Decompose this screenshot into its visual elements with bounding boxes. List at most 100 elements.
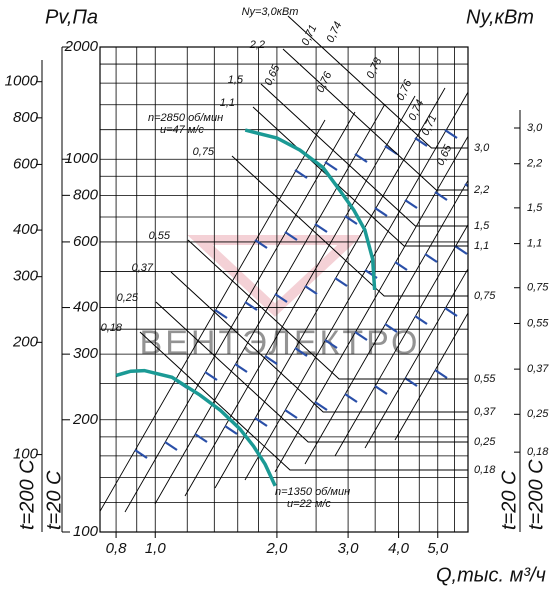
efficiency-label: 0,71 bbox=[299, 23, 319, 47]
y-tick-label: 200 bbox=[72, 411, 99, 428]
power-right-label: 0,37 bbox=[474, 406, 496, 418]
efficiency-label: 0,74 bbox=[324, 20, 344, 44]
efficiency-dash bbox=[374, 385, 388, 395]
y2-tick-label: 3,0 bbox=[527, 122, 543, 134]
power-left-label: 0,18 bbox=[101, 322, 123, 334]
efficiency-dash bbox=[495, 176, 507, 184]
efficiency-dash bbox=[304, 285, 318, 295]
series-label: n=2850 об/мин bbox=[148, 112, 223, 124]
efficiency-dash bbox=[354, 153, 368, 163]
series-speed-label: u=22 м/с bbox=[287, 498, 331, 510]
y2-tick-label: 0,75 bbox=[527, 282, 549, 294]
aux-tick-label: 200 bbox=[12, 333, 39, 350]
aux-tick-label: 1000 bbox=[5, 73, 39, 90]
y-axis-title: Pv,Па bbox=[45, 6, 98, 28]
efficiency-label: 0,71 bbox=[419, 113, 439, 137]
series-label: n=1350 об/мин bbox=[275, 486, 350, 498]
power-line bbox=[260, 83, 468, 227]
efficiency-dash bbox=[284, 409, 298, 419]
efficiency-dash bbox=[294, 169, 308, 179]
power-right-label: 0,75 bbox=[474, 290, 496, 302]
efficiency-dash bbox=[254, 239, 268, 249]
power-left-label: 0,55 bbox=[149, 230, 171, 242]
y-tick-label: 800 bbox=[73, 186, 99, 203]
y-tick-label: 1000 bbox=[65, 150, 99, 167]
aux-tick-label: 300 bbox=[13, 268, 39, 285]
efficiency-dash bbox=[324, 161, 338, 171]
fan-curve bbox=[115, 368, 277, 487]
speed-line bbox=[274, 135, 468, 473]
power-right-label: 3,0 bbox=[474, 142, 490, 154]
watermark: ВЕНТЭЛЕКТРО bbox=[140, 324, 421, 362]
y-tick-label: 100 bbox=[73, 523, 99, 540]
efficiency-dash bbox=[274, 293, 288, 303]
aux-tick-label: 400 bbox=[13, 221, 39, 238]
y2-tick-label: 0,18 bbox=[527, 446, 549, 458]
efficiency-dash bbox=[444, 129, 458, 139]
y-tick-label: 400 bbox=[73, 299, 99, 316]
power-left-label: 0,37 bbox=[132, 262, 154, 274]
efficiency-dash bbox=[434, 369, 448, 379]
efficiency-dash bbox=[314, 401, 328, 411]
power-left-label: 2,2 bbox=[249, 39, 265, 51]
speed-line bbox=[364, 267, 468, 449]
efficiency-dash bbox=[374, 207, 388, 217]
efficiency-dash bbox=[204, 371, 218, 381]
y-tick-label: 2000 bbox=[64, 38, 99, 55]
efficiency-dash bbox=[134, 449, 148, 459]
power-right-label: 1,1 bbox=[474, 240, 489, 252]
y2-tick-label: 1,5 bbox=[527, 202, 543, 214]
efficiency-dash bbox=[414, 137, 428, 147]
series-speed-label: u=47 м/с bbox=[160, 124, 204, 136]
power-line bbox=[287, 15, 468, 149]
speed-line bbox=[154, 103, 386, 505]
power-line bbox=[139, 331, 468, 471]
efficiency-dash bbox=[535, 106, 547, 114]
speed-line bbox=[304, 179, 468, 465]
power-line bbox=[282, 48, 468, 191]
aux-tick-label: 100 bbox=[13, 446, 39, 463]
efficiency-dash bbox=[454, 245, 468, 255]
y2-tick-label: 1,1 bbox=[527, 238, 542, 250]
efficiency-dash bbox=[555, 160, 560, 168]
speed-line bbox=[244, 91, 468, 481]
efficiency-dash bbox=[344, 215, 358, 225]
efficiency-dash bbox=[194, 433, 208, 443]
x-tick-label: 5,0 bbox=[427, 540, 449, 557]
efficiency-dash bbox=[404, 199, 418, 209]
power-left-label: Ny=3,0кВт bbox=[242, 6, 299, 18]
efficiency-dash bbox=[475, 122, 487, 130]
x-tick-label: 2,0 bbox=[265, 540, 288, 557]
y2-temp-label: t=20 С bbox=[498, 470, 520, 530]
power-line bbox=[187, 239, 468, 380]
speed-line bbox=[124, 111, 356, 513]
y2-temp-label: t=200 С bbox=[525, 459, 547, 530]
x-axis-title: Q,тыс. м³/ч bbox=[436, 564, 546, 586]
plot-area bbox=[100, 47, 560, 532]
efficiency-dash bbox=[414, 315, 428, 325]
main-temp-label: t=20 С bbox=[43, 470, 65, 530]
power-right-label: 1,5 bbox=[474, 220, 490, 232]
efficiency-dash bbox=[444, 307, 458, 317]
y-tick-label: 600 bbox=[73, 233, 99, 250]
efficiency-dash bbox=[505, 114, 517, 122]
efficiency-dash bbox=[244, 301, 258, 311]
power-left-label: 1,1 bbox=[220, 97, 235, 109]
y-tick-label: 300 bbox=[73, 345, 99, 362]
efficiency-dash bbox=[424, 253, 438, 263]
y2-tick-label: 2,2 bbox=[526, 158, 542, 170]
efficiency-dash bbox=[344, 393, 358, 403]
power-right-label: 0,55 bbox=[474, 373, 496, 385]
power-left-label: 0,75 bbox=[193, 146, 215, 158]
efficiency-dash bbox=[434, 191, 448, 201]
aux-temp-label: t=200 С bbox=[16, 459, 38, 530]
fan-curve bbox=[244, 128, 377, 291]
efficiency-label: 0,78 bbox=[364, 55, 384, 80]
y2-tick-label: 0,25 bbox=[527, 408, 549, 420]
power-line bbox=[231, 155, 468, 297]
power-line bbox=[155, 301, 468, 443]
power-right-label: 0,25 bbox=[474, 436, 496, 448]
efficiency-label: 0,74 bbox=[406, 98, 426, 122]
speed-line bbox=[214, 87, 446, 489]
